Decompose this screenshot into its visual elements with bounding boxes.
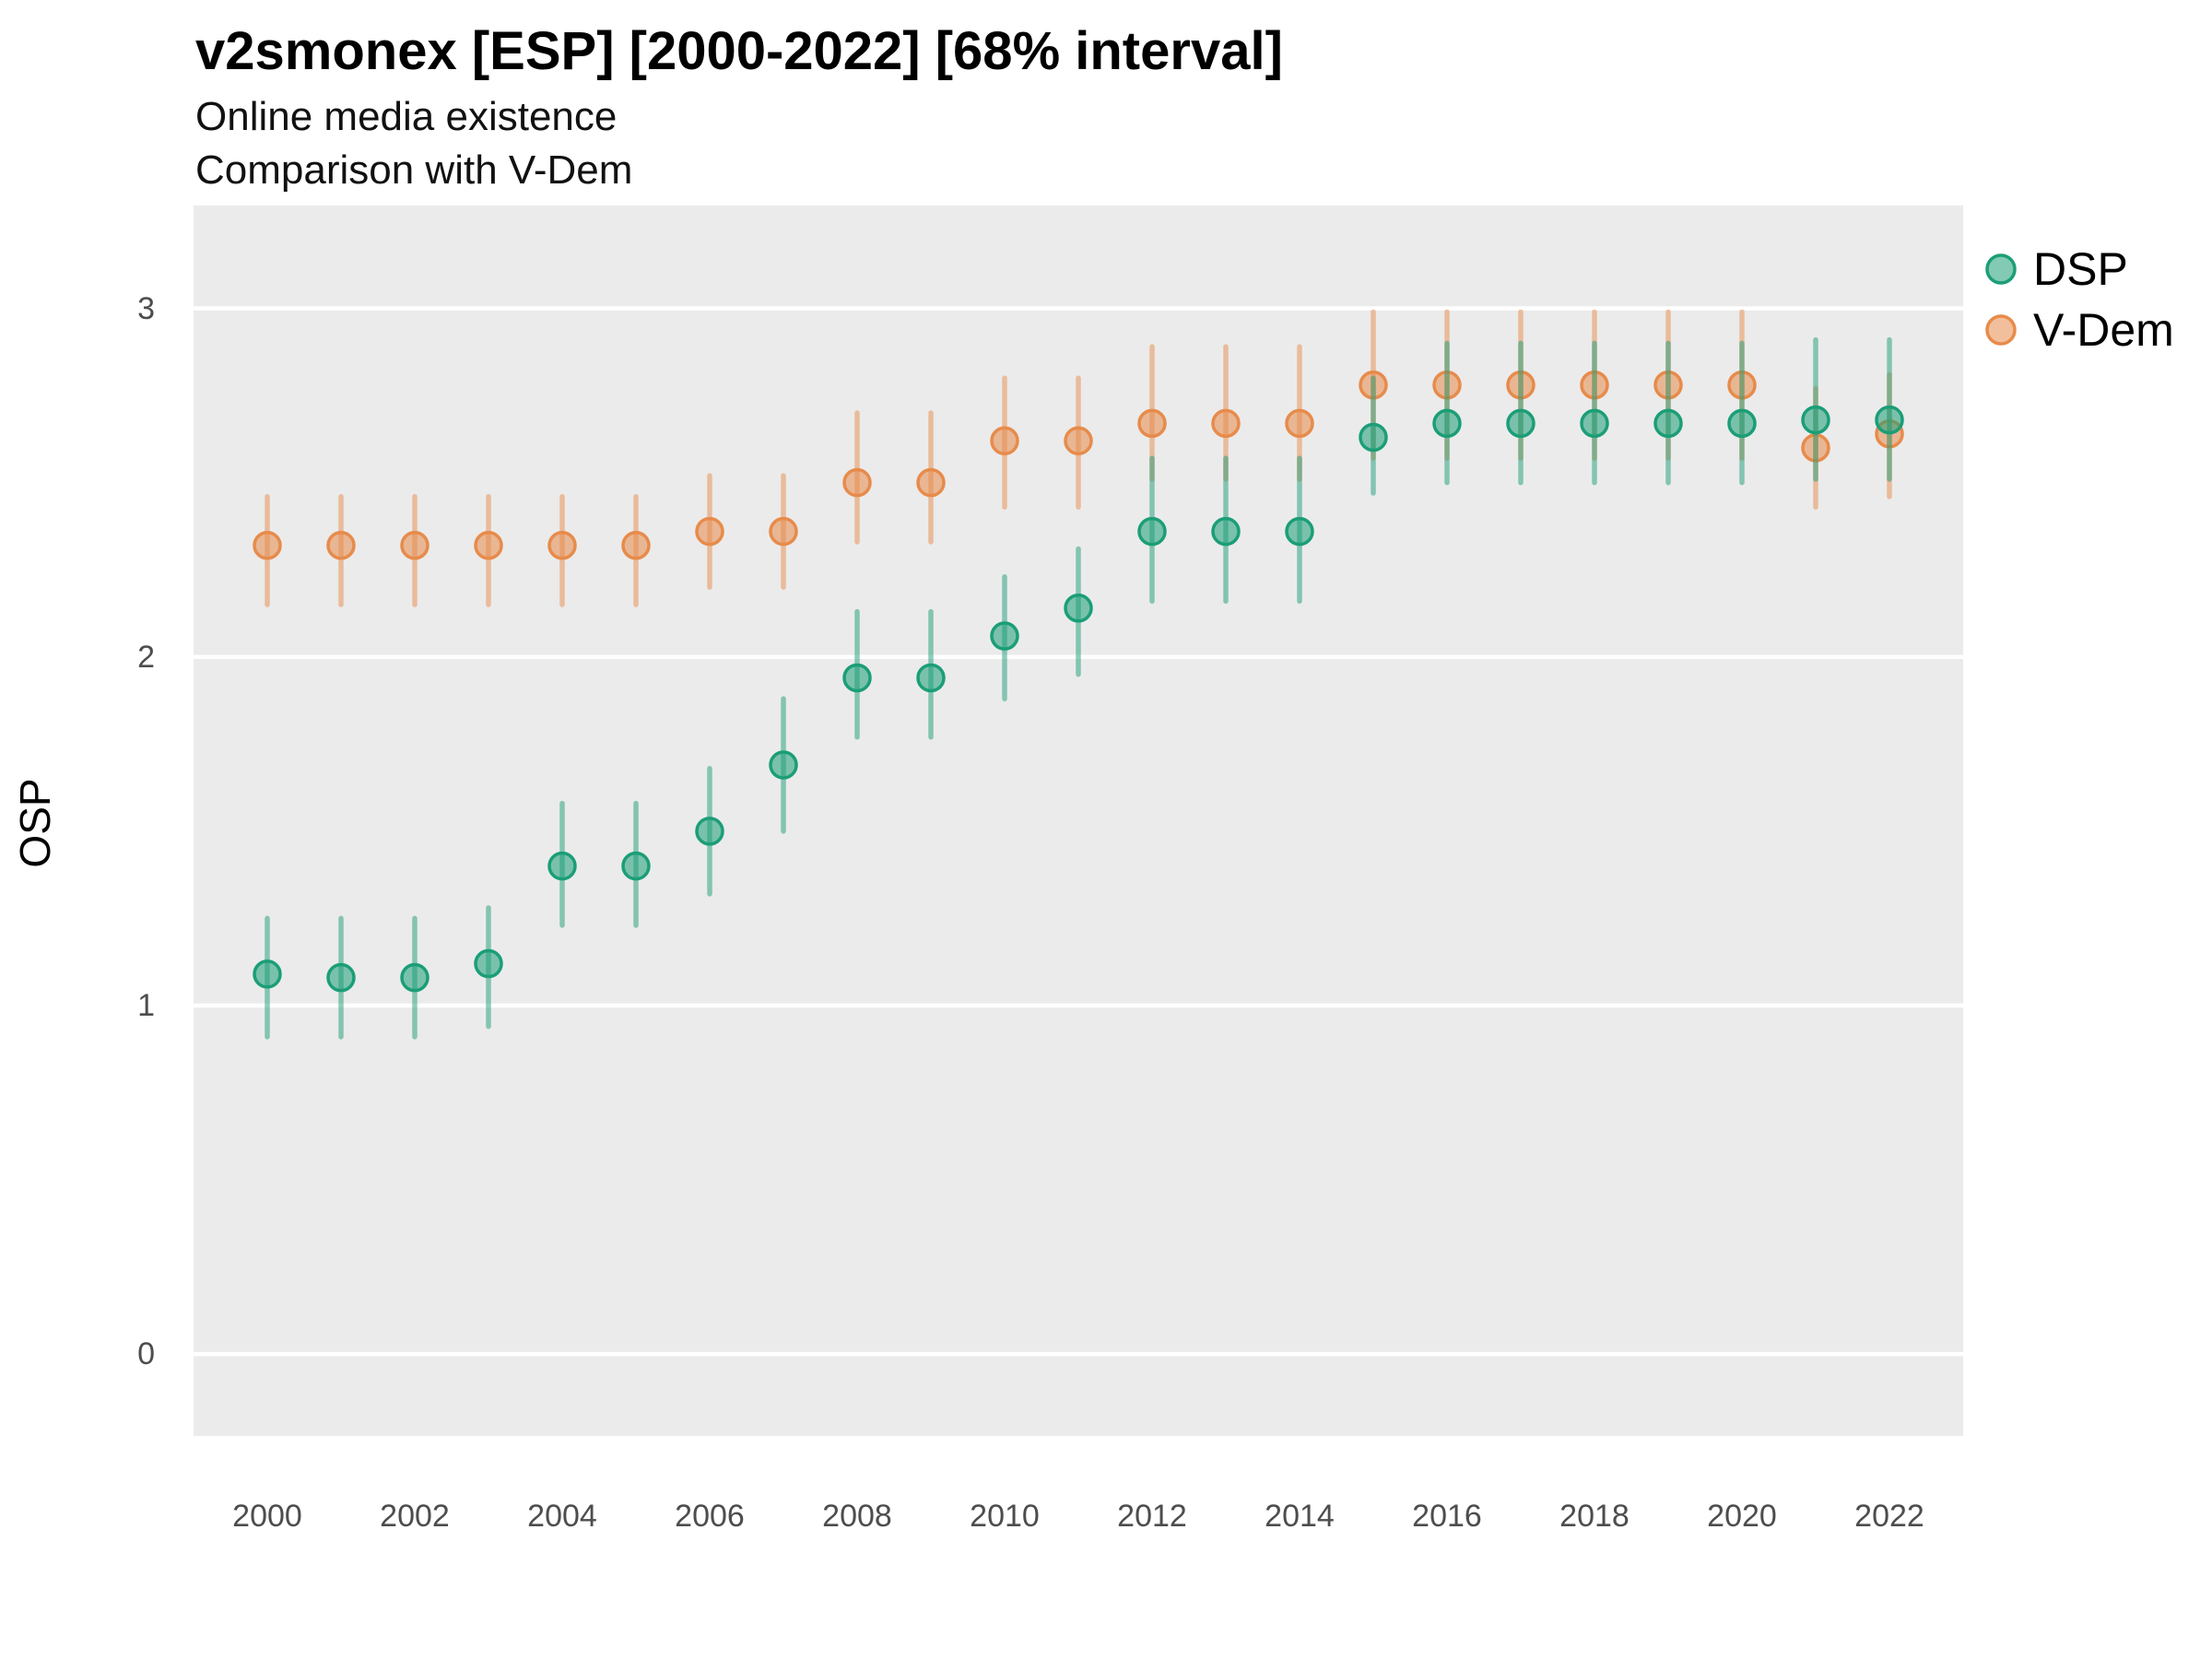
legend: DSP V-Dem <box>1983 243 2174 356</box>
point-DSP-2009 <box>916 663 946 693</box>
point-DSP-2006 <box>695 817 724 846</box>
y-tick-label-3: 3 <box>137 290 155 326</box>
x-tick-label-2022: 2022 <box>1854 1499 1924 1534</box>
x-tick-label-2012: 2012 <box>1117 1499 1187 1534</box>
point-V-Dem-2004 <box>547 530 577 560</box>
point-DSP-2013 <box>1211 516 1241 547</box>
x-tick-label-2018: 2018 <box>1559 1499 1630 1534</box>
point-V-Dem-2005 <box>621 530 651 560</box>
x-tick-label-2014: 2014 <box>1265 1499 1335 1534</box>
x-tick-label-2006: 2006 <box>675 1499 745 1534</box>
point-DSP-2004 <box>547 851 577 881</box>
legend-key-vdem-icon <box>1985 314 2017 346</box>
point-DSP-2018 <box>1580 408 1609 439</box>
point-DSP-2014 <box>1285 516 1314 547</box>
x-tick-label-2016: 2016 <box>1412 1499 1482 1534</box>
point-V-Dem-2001 <box>326 530 356 560</box>
y-tick-label-1: 1 <box>137 987 155 1023</box>
plot-svg <box>194 306 1963 1357</box>
x-tick-label-2008: 2008 <box>822 1499 892 1534</box>
point-DSP-2021 <box>1801 405 1830 435</box>
point-V-Dem-2010 <box>990 426 1019 456</box>
point-DSP-2017 <box>1506 408 1535 439</box>
point-V-Dem-2002 <box>400 530 429 560</box>
y-axis-title: OSP <box>11 778 59 868</box>
legend-key-dsp-icon <box>1985 253 2017 285</box>
legend-entry-vdem: V-Dem <box>1983 304 2174 356</box>
point-DSP-2015 <box>1359 422 1388 453</box>
legend-label-dsp: DSP <box>2033 243 2128 295</box>
point-DSP-2022 <box>1875 405 1904 435</box>
x-tick-label-2000: 2000 <box>232 1499 302 1534</box>
point-V-Dem-2011 <box>1064 426 1093 456</box>
point-DSP-2019 <box>1653 408 1683 439</box>
point-DSP-2002 <box>400 962 429 993</box>
point-V-Dem-2012 <box>1137 408 1167 439</box>
point-V-Dem-2000 <box>253 530 282 560</box>
x-tick-label-2020: 2020 <box>1707 1499 1777 1534</box>
point-V-Dem-2013 <box>1211 408 1241 439</box>
point-DSP-2000 <box>253 959 282 989</box>
point-V-Dem-2007 <box>769 516 798 547</box>
legend-key-circle-DSP <box>1985 253 2017 285</box>
point-DSP-2012 <box>1137 516 1167 547</box>
legend-label-vdem: V-Dem <box>2033 304 2174 356</box>
legend-entry-dsp: DSP <box>1983 243 2174 295</box>
point-V-Dem-2008 <box>842 467 872 498</box>
point-V-Dem-2014 <box>1285 408 1314 439</box>
point-DSP-2007 <box>769 750 798 780</box>
point-DSP-2020 <box>1727 408 1757 439</box>
x-tick-label-2004: 2004 <box>527 1499 597 1534</box>
point-V-Dem-2009 <box>916 467 946 498</box>
point-DSP-2011 <box>1064 594 1093 623</box>
x-tick-label-2010: 2010 <box>970 1499 1040 1534</box>
point-DSP-2001 <box>326 962 356 993</box>
chart-title: v2smonex [ESP] [2000-2022] [68% interval… <box>195 21 1283 81</box>
chart-subtitle-line1: Online media existence <box>195 94 618 139</box>
point-DSP-2016 <box>1432 408 1462 439</box>
y-tick-label-0: 0 <box>137 1336 155 1372</box>
x-tick-label-2002: 2002 <box>380 1499 450 1534</box>
point-DSP-2010 <box>990 621 1019 651</box>
point-DSP-2008 <box>842 663 872 693</box>
point-DSP-2005 <box>621 851 651 881</box>
legend-key-circle-V-Dem <box>1985 314 2017 346</box>
plot-panel <box>194 206 1963 1436</box>
point-V-Dem-2003 <box>474 530 503 560</box>
chart-subtitle-line2: Comparison with V-Dem <box>195 147 633 193</box>
point-V-Dem-2006 <box>695 516 724 547</box>
y-tick-label-2: 2 <box>137 639 155 675</box>
point-DSP-2003 <box>474 948 503 979</box>
